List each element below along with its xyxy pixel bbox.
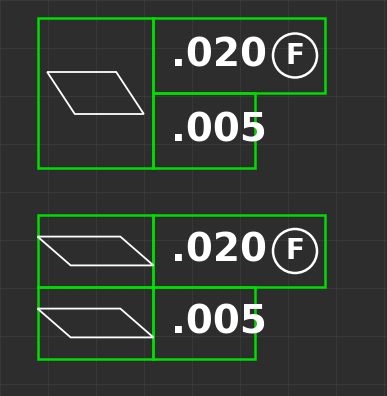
Bar [153, 287, 255, 359]
Bar [38, 287, 153, 359]
Text: F: F [286, 42, 305, 70]
Text: F: F [286, 237, 305, 265]
Text: .005: .005 [171, 304, 267, 342]
Bar [153, 93, 255, 168]
Text: .020: .020 [171, 232, 267, 270]
Bar [38, 215, 153, 287]
Text: .005: .005 [171, 112, 267, 150]
Bar [38, 18, 153, 168]
Bar [153, 18, 325, 93]
Text: .020: .020 [171, 36, 267, 74]
Bar [153, 215, 325, 287]
